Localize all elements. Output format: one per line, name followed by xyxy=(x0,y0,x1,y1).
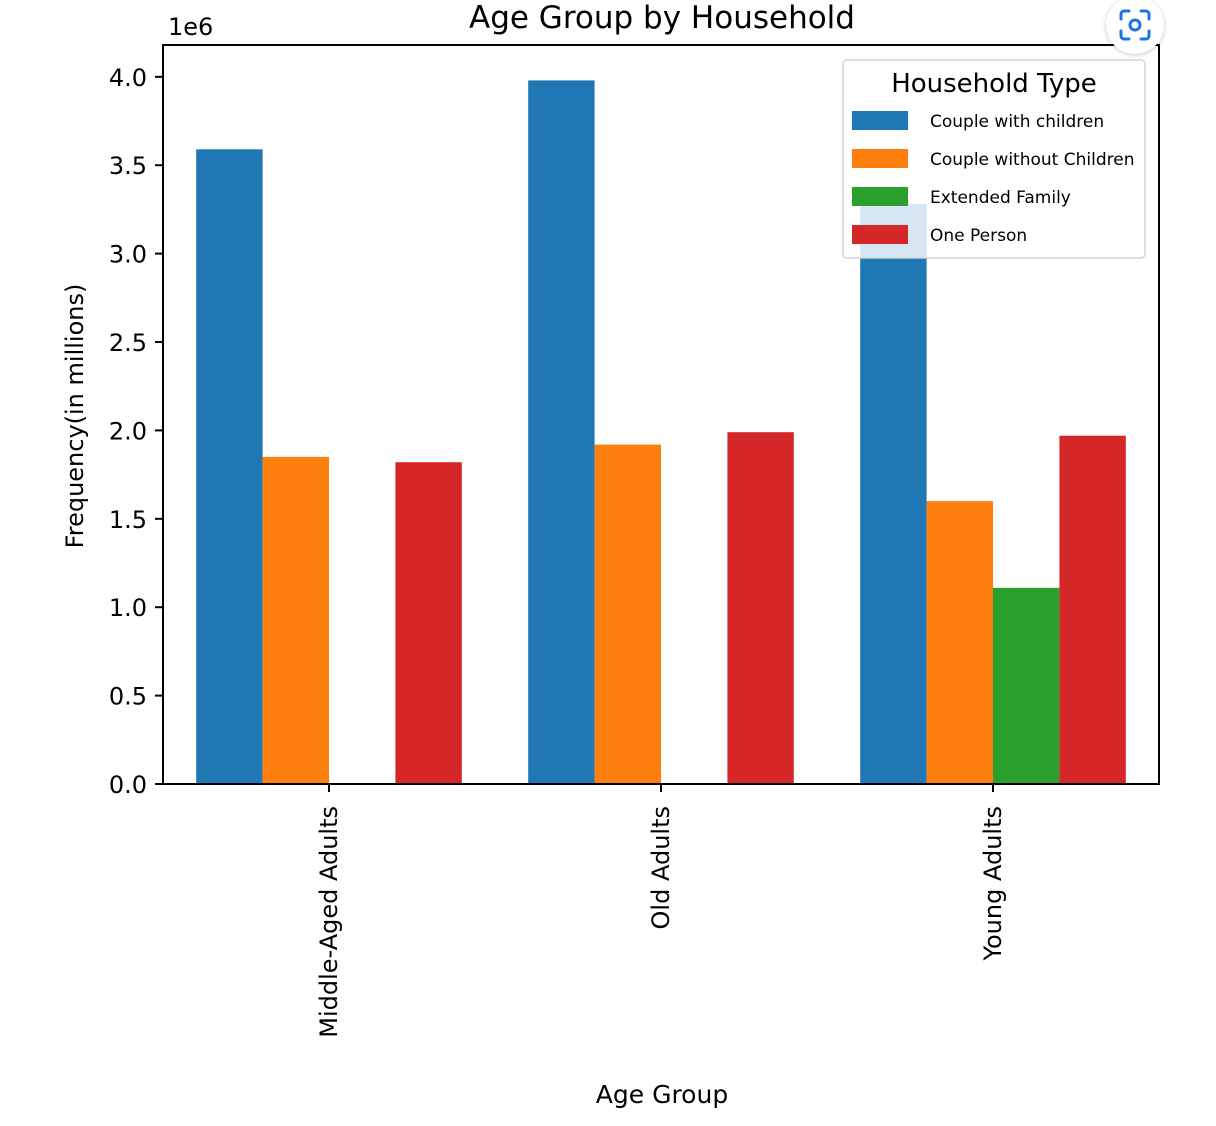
legend: Household Type Couple with children Couple… xyxy=(842,59,1146,259)
bar xyxy=(926,501,993,784)
bar xyxy=(262,456,329,784)
chart-title: Age Group by Household xyxy=(469,0,855,36)
bar xyxy=(196,149,263,785)
x-tick-label: Old Adults xyxy=(647,806,675,929)
legend-swatch xyxy=(852,225,908,244)
y-tick-label: 3.5 xyxy=(109,152,147,180)
legend-entry: Extended Family xyxy=(930,188,1071,208)
legend-swatch xyxy=(852,111,908,130)
bars-layer xyxy=(196,80,1126,785)
x-tick-label: Middle-Aged Adults xyxy=(315,806,343,1038)
bar xyxy=(1059,435,1126,784)
bar xyxy=(993,587,1060,784)
bar xyxy=(528,80,595,784)
legend-box xyxy=(842,59,1146,259)
bar xyxy=(727,432,794,784)
visual-search-icon xyxy=(1117,7,1153,43)
bar xyxy=(594,444,661,784)
y-tick-label: 1.5 xyxy=(109,506,147,534)
y-axis-offset-label: 1e6 xyxy=(168,13,213,41)
x-tick-label: Young Adults xyxy=(979,806,1007,961)
axes-layer: 0.0 0.5 1.0 1.5 2.0 2.5 3.0 3.5 4.0 Middle-Aged A… xyxy=(109,64,1007,1038)
y-axis-label: Frequency(in millions) xyxy=(61,284,89,549)
y-tick-label: 0.0 xyxy=(109,771,147,799)
bar xyxy=(395,462,462,784)
y-tick-label: 0.5 xyxy=(109,683,147,711)
legend-swatch xyxy=(852,149,908,168)
y-tick-label: 4.0 xyxy=(109,64,147,92)
legend-title: Household Type xyxy=(891,69,1097,99)
bar xyxy=(860,204,927,785)
visual-search-button[interactable] xyxy=(1106,0,1164,54)
legend-entry: One Person xyxy=(930,226,1027,246)
y-tick-label: 1.0 xyxy=(109,594,147,622)
plot-frame xyxy=(162,44,1160,785)
y-tick-label: 3.0 xyxy=(109,241,147,269)
y-tick-label: 2.5 xyxy=(109,329,147,357)
legend-entry: Couple without Children xyxy=(930,150,1134,170)
legend-entry: Couple with children xyxy=(930,112,1104,132)
y-tick-label: 2.0 xyxy=(109,417,147,445)
legend-swatch xyxy=(852,187,908,206)
x-axis-label: Age Group xyxy=(596,1080,728,1109)
